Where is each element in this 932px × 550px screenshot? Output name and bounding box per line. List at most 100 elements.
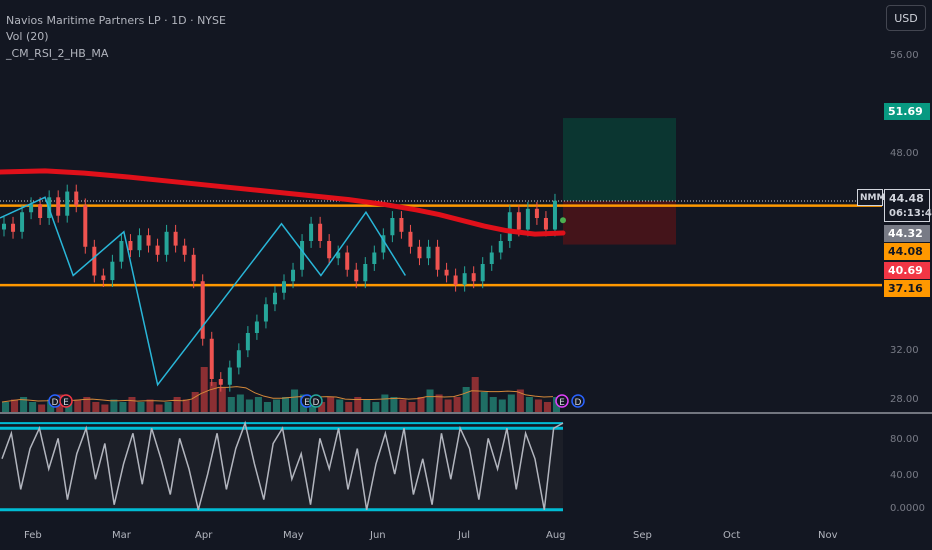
volume-bar: [372, 402, 380, 412]
candle-body: [444, 269, 449, 276]
time-axis-label: Jul: [458, 530, 471, 541]
volume-bar: [29, 402, 37, 412]
volume-bar: [327, 397, 335, 412]
volume-bar: [363, 399, 371, 412]
candle-body: [254, 321, 259, 333]
volume-bar: [146, 399, 154, 412]
candle-body: [552, 200, 557, 230]
symbol-title[interactable]: Navios Maritime Partners LP · 1D · NYSE: [6, 14, 226, 27]
volume-bar: [20, 397, 28, 412]
ma-value-tag: 44.32: [884, 225, 930, 242]
target-zone: [563, 118, 676, 201]
candle-body: [336, 252, 341, 259]
candle-body: [291, 269, 296, 282]
volume-bar: [435, 394, 443, 412]
time-axis-label: Oct: [723, 530, 741, 541]
volume-bar: [543, 402, 551, 412]
candle-body: [263, 304, 268, 322]
volume-bar: [227, 397, 235, 412]
candle-body: [11, 223, 16, 232]
stop-zone: [563, 200, 676, 245]
volume-bar: [254, 397, 262, 412]
candle-body: [74, 191, 79, 206]
volume-bar: [444, 399, 452, 412]
time-axis-label: Feb: [24, 530, 42, 541]
candle-body: [146, 235, 151, 246]
price-axis-label: 48.00: [890, 148, 919, 159]
candle-body: [417, 246, 422, 259]
time-axis-label: May: [283, 530, 304, 541]
currency-button[interactable]: USD: [886, 5, 926, 31]
volume-bar: [489, 397, 497, 412]
candle-body: [489, 252, 494, 264]
volume-indicator-label[interactable]: Vol (20): [6, 30, 49, 43]
candle-body: [363, 264, 368, 282]
candle-body: [209, 338, 214, 379]
volume-bar: [83, 397, 91, 412]
time-axis-label: Nov: [818, 530, 838, 541]
target-price-tag: 51.69: [884, 103, 930, 120]
volume-ma-line: [1, 386, 553, 403]
last-price-dot: [560, 217, 566, 224]
candle-body: [227, 367, 232, 385]
candle-body: [236, 350, 241, 368]
moving-average-line: [0, 168, 566, 237]
event-marker-label: E: [63, 398, 69, 408]
volume-bar: [182, 399, 190, 412]
volume-bar: [2, 402, 10, 412]
volume-bar: [426, 389, 434, 412]
candle-body: [119, 241, 124, 262]
candle-body: [272, 292, 277, 305]
candle-body: [390, 218, 395, 236]
volume-bar: [525, 397, 533, 412]
candle-body: [20, 212, 25, 232]
candle-body: [408, 231, 413, 247]
candle-body: [426, 246, 431, 259]
time-axis-label: Apr: [195, 530, 213, 541]
candle-body: [38, 204, 43, 218]
volume-bar: [155, 404, 163, 412]
zigzag-line: [0, 196, 406, 387]
candle-body: [471, 273, 476, 282]
time-axis-label: Jun: [370, 530, 386, 541]
volume-bar: [462, 387, 470, 412]
volume-bar: [92, 402, 100, 412]
rsi-indicator-label[interactable]: _CM_RSI_2_HB_MA: [6, 47, 109, 60]
volume-bar: [209, 382, 217, 412]
candle-body: [29, 204, 34, 213]
candle-body: [372, 252, 377, 264]
candle-body: [56, 197, 61, 216]
candle-body: [498, 241, 503, 253]
candle-body: [245, 333, 250, 351]
volume-bar: [345, 402, 353, 412]
volume-bar: [173, 397, 181, 412]
volume-bar: [74, 399, 82, 412]
event-marker-label: D: [575, 398, 582, 408]
candle-body: [345, 252, 350, 270]
candle-body: [534, 208, 539, 218]
candle-body: [218, 379, 223, 385]
volume-bar: [200, 367, 208, 412]
last-price-tag: 44.48: [884, 189, 930, 206]
candle-body: [65, 191, 70, 216]
candle-body: [462, 273, 467, 285]
candle-body: [2, 223, 6, 230]
candle-body: [318, 223, 323, 241]
candle-body: [110, 261, 115, 281]
volume-bar: [164, 402, 172, 412]
candle-body: [300, 241, 305, 270]
candle-body: [525, 208, 530, 230]
candle-body: [173, 231, 178, 246]
candle-body: [83, 205, 88, 247]
volume-bar: [128, 397, 136, 412]
volume-bar: [354, 397, 362, 412]
volume-bar: [191, 392, 199, 412]
price-axis-label: 56.00: [890, 50, 919, 61]
volume-bar: [137, 402, 145, 412]
time-axis-label: Mar: [112, 530, 131, 541]
volume-bar: [480, 392, 488, 412]
event-marker-label: E: [559, 398, 565, 408]
candle-body: [480, 264, 485, 282]
price-axis-label: 32.00: [890, 345, 919, 356]
